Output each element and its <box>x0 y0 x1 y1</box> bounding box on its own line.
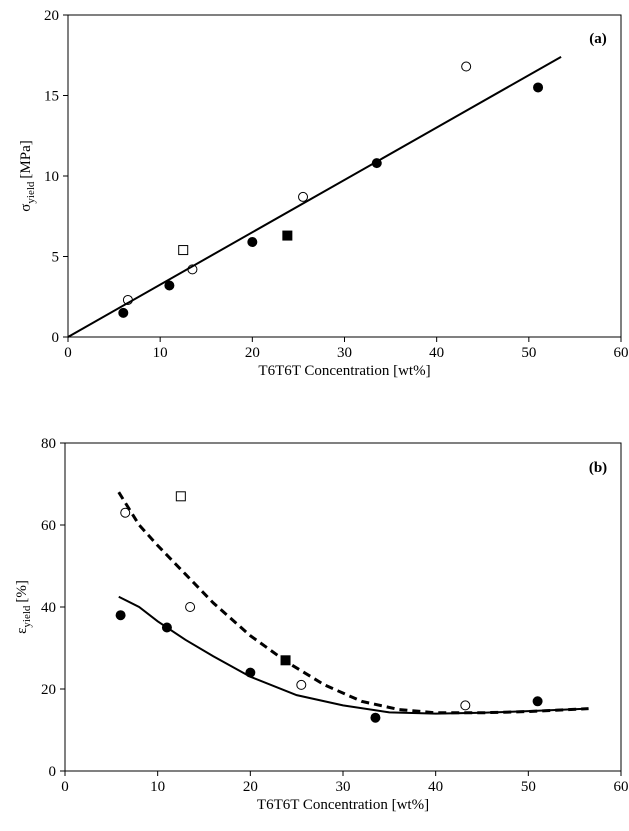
x-tick-label: 60 <box>614 779 629 795</box>
panel: 0 10 20 30 40 50 60 0 20 40 60 80 T6T6T Concentratio… <box>14 436 629 813</box>
data-point <box>460 700 471 711</box>
y-tick-label: 5 <box>52 250 60 266</box>
data-point <box>461 61 472 72</box>
y-tick-label: 0 <box>49 764 57 780</box>
y-axis-symbol: σ <box>18 204 34 212</box>
data-point <box>298 191 309 202</box>
x-axis-label: T6T6T Concentration [wt%] <box>257 797 429 813</box>
y-axis-label: εyield [%] <box>14 580 33 634</box>
y-tick-label: 10 <box>44 169 59 185</box>
x-tick-label: 50 <box>521 779 536 795</box>
fit-line <box>67 55 562 338</box>
x-tick-label: 30 <box>336 779 351 795</box>
y-tick-label: 60 <box>41 518 56 534</box>
data-point <box>247 237 258 248</box>
panel: 0 10 20 30 40 50 60 0 5 10 15 20 T6T6T Concentration… <box>18 8 629 379</box>
data-point <box>164 280 175 291</box>
y-axis-label: σyield [MPa] <box>18 140 37 211</box>
data-point <box>120 507 131 518</box>
y-tick-label: 15 <box>44 89 59 105</box>
y-axis-unit: [%] <box>14 580 30 603</box>
x-axis-label: T6T6T Concentration [wt%] <box>258 363 430 379</box>
data-point <box>118 307 129 318</box>
x-tick-label: 30 <box>337 345 352 361</box>
data-point <box>533 82 544 93</box>
x-tick-label: 10 <box>153 345 168 361</box>
y-tick-label: 20 <box>41 682 56 698</box>
fit-line <box>117 491 589 715</box>
x-tick-label: 0 <box>64 345 72 361</box>
y-axis-subscript: yield <box>25 181 37 203</box>
x-tick-label: 20 <box>245 345 260 361</box>
data-point <box>282 230 293 241</box>
plot-frame <box>64 442 622 772</box>
x-tick-label: 40 <box>429 345 444 361</box>
x-tick-label: 10 <box>150 779 165 795</box>
data-point <box>296 679 307 690</box>
data-point <box>178 245 189 256</box>
data-point <box>185 602 196 612</box>
panel-label: (b) <box>589 460 607 476</box>
fit-line <box>118 595 589 715</box>
y-tick-label: 80 <box>41 436 56 452</box>
data-point <box>175 491 186 502</box>
y-tick-label: 20 <box>44 8 59 24</box>
panel-label: (a) <box>589 31 607 47</box>
y-tick-label: 40 <box>41 600 56 616</box>
y-axis-symbol: ε <box>14 628 30 634</box>
data-point <box>532 696 543 707</box>
data-point <box>115 610 126 621</box>
x-tick-label: 0 <box>61 779 69 795</box>
y-axis-subscript: yield <box>21 605 33 627</box>
data-point <box>370 712 381 723</box>
y-tick-label: 0 <box>52 330 60 346</box>
y-axis-unit: [MPa] <box>18 140 34 178</box>
x-tick-label: 40 <box>428 779 443 795</box>
x-tick-label: 60 <box>614 345 629 361</box>
x-tick-label: 20 <box>243 779 258 795</box>
plot-frame <box>67 14 622 338</box>
x-tick-label: 50 <box>521 345 536 361</box>
